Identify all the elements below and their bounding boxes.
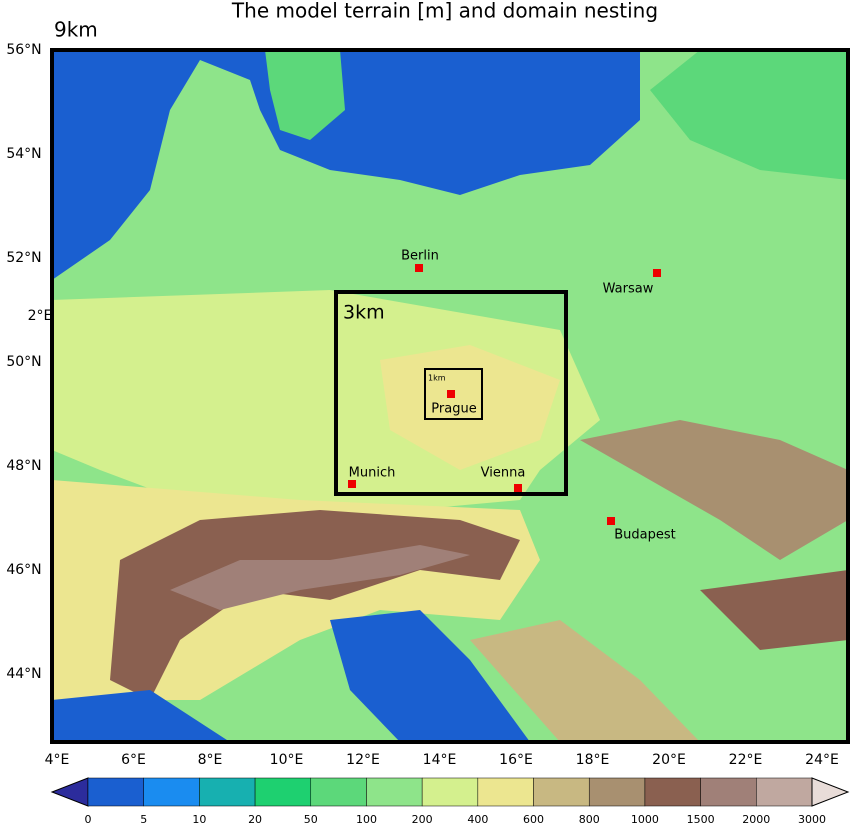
colorbar-tick-label: 50 [304, 813, 318, 826]
colorbar-tick-label: 1500 [687, 813, 715, 826]
colorbar-extend-low [50, 777, 89, 807]
dinarides [470, 620, 700, 742]
colorbar-tick-label: 100 [356, 813, 377, 826]
city-marker [653, 269, 661, 277]
colorbar-tick-label: 1000 [631, 813, 659, 826]
colorbar-swatch [310, 777, 367, 807]
alps-high [170, 545, 470, 610]
longitude-label: 14°E [423, 752, 457, 768]
longitude-label: 10°E [270, 752, 304, 768]
city-marker [514, 484, 522, 492]
longitude-label: 6°E [121, 752, 146, 768]
longitude-label: 24°E [805, 752, 839, 768]
latitude-label: 54°N [6, 146, 41, 162]
colorbar-swatch [421, 777, 479, 807]
colorbar-extend-high [811, 777, 850, 807]
longitude-label: 18°E [576, 752, 610, 768]
longitude-label: 22°E [729, 752, 763, 768]
latitude-label: 48°N [6, 458, 41, 474]
city-marker [607, 517, 615, 525]
colorbar: 0 5 10 20 50 100 200 400 600 800 1000 1500 2000 3000 [50, 777, 850, 826]
colorbar-swatch [588, 777, 646, 807]
cities: Berlin Warsaw Prague Munich Vienna Budapest [348, 249, 676, 543]
stray-label: 2°E [28, 308, 53, 324]
latitude-label: 50°N [6, 354, 41, 370]
colorbar-swatch [756, 777, 813, 807]
inner-domain [424, 368, 483, 420]
colorbar-swatch [644, 777, 701, 807]
outer-domain [50, 48, 850, 744]
city-marker [348, 480, 356, 488]
colorbar-swatch [366, 777, 423, 807]
inner-domain-label: 1km [428, 374, 446, 383]
southern-carpathians [700, 570, 848, 650]
colorbar-tick-label: 800 [579, 813, 600, 826]
latitude-label: 44°N [6, 666, 41, 682]
colorbar-tick-label: 3000 [798, 813, 826, 826]
city-label: Berlin [401, 249, 439, 264]
latitude-label: 56°N [6, 42, 41, 58]
colorbar-swatch [533, 777, 590, 807]
colorbar-tick-label: 2000 [742, 813, 770, 826]
outer-domain-label: 9km [54, 18, 98, 42]
city-marker [415, 264, 423, 272]
axes: 56°N 54°N 52°N 50°N 48°N 46°N 44°N 4°E 6°E 8°E 10°… [6, 42, 838, 768]
title: The model terrain [m] and domain nesting [231, 0, 658, 23]
colorbar-swatch [199, 777, 256, 807]
city-label: Budapest [614, 528, 676, 543]
longitude-label: 4°E [45, 752, 70, 768]
colorbar-tick-label: 10 [192, 813, 206, 826]
colorbar-swatch [700, 777, 757, 807]
colorbar-tick-label: 400 [467, 813, 488, 826]
sea-north [52, 50, 640, 280]
pannonian-plain [540, 500, 700, 610]
middle-domain [334, 290, 568, 496]
adriatic [330, 610, 530, 742]
city-label: Warsaw [603, 282, 654, 297]
colorbar-swatch [143, 777, 200, 807]
colorbar-tick-label: 20 [248, 813, 262, 826]
denmark [265, 50, 345, 140]
colorbar-swatch [87, 777, 144, 807]
longitude-label: 12°E [346, 752, 380, 768]
middle-domain-label: 3km [343, 302, 385, 324]
colorbar-swatch [254, 777, 312, 807]
colorbar-tick-label: 600 [523, 813, 544, 826]
mediterranean [52, 690, 230, 742]
city-label: Prague [431, 402, 476, 417]
city-marker [447, 390, 455, 398]
baltics [650, 50, 848, 180]
latitude-label: 46°N [6, 562, 41, 578]
colorbar-tick-label: 0 [85, 813, 92, 826]
colorbar-tick-label: 200 [412, 813, 433, 826]
carpathians [580, 420, 848, 560]
colorbar-swatch [477, 777, 534, 807]
longitude-label: 20°E [652, 752, 686, 768]
colorbar-tick-label: 5 [140, 813, 147, 826]
city-label: Vienna [481, 466, 526, 481]
city-label: Munich [349, 466, 396, 481]
latitude-label: 52°N [6, 250, 41, 266]
longitude-label: 8°E [198, 752, 223, 768]
longitude-label: 16°E [499, 752, 533, 768]
